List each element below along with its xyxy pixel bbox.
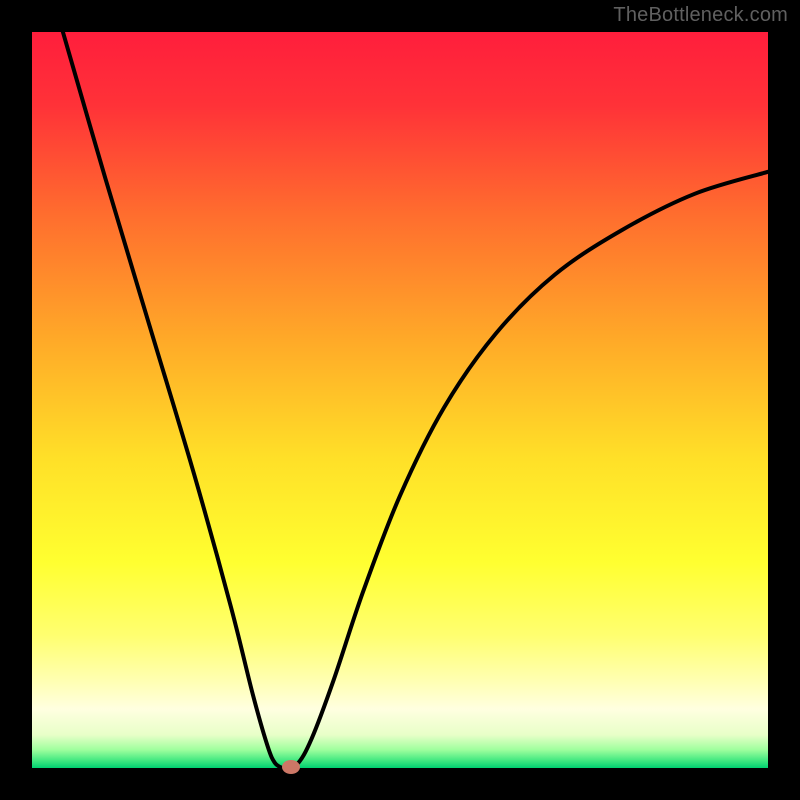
watermark-text: TheBottleneck.com [613,4,788,27]
minimum-marker [282,760,300,774]
plot-area [32,32,768,768]
curve-path [63,32,768,768]
bottleneck-curve [32,32,768,768]
